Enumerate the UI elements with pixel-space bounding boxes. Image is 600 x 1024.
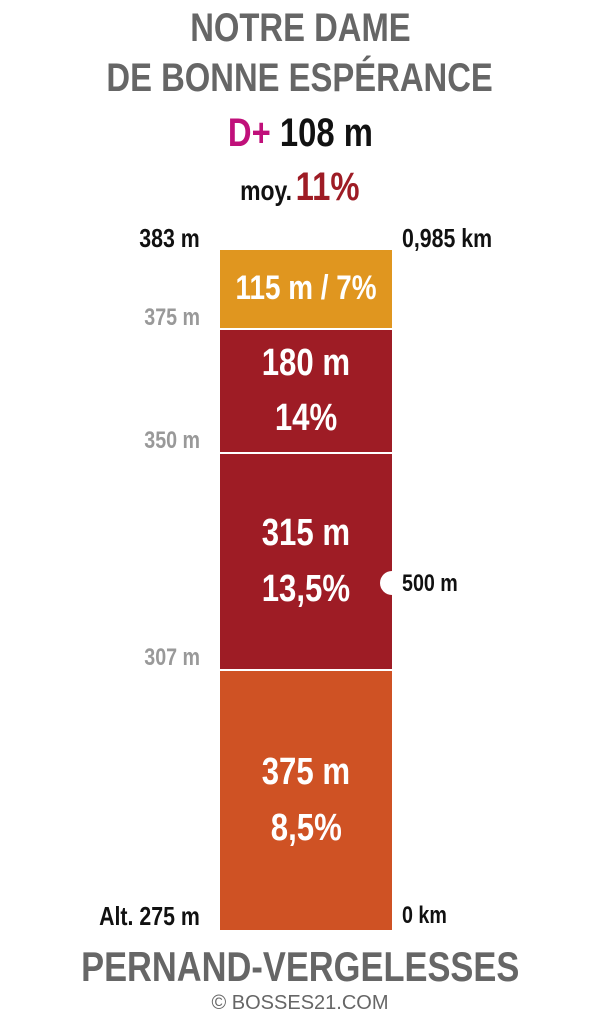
text: Alt. 275 m [99, 901, 200, 931]
marker-notch [380, 571, 404, 595]
bottom-altitude: Alt. 275 m [0, 903, 200, 929]
text: © BOSSES21.COM [211, 992, 389, 1014]
text: 375 m [261, 751, 351, 794]
altitude-label: 350 m [0, 429, 200, 453]
top-distance: 0,985 km [402, 225, 512, 251]
altitude-label: 307 m [0, 646, 200, 670]
bottom-distance: 0 km [402, 904, 457, 928]
gain-label: D+ [227, 111, 271, 155]
text: 315 m [261, 512, 351, 555]
text: 0,985 km [402, 223, 493, 253]
text: 383 m [139, 223, 200, 253]
avg-value: 11% [295, 165, 360, 209]
credit: © BOSSES21.COM [0, 993, 600, 1013]
text: 307 m [144, 644, 200, 671]
avg-label: moy. [240, 175, 293, 206]
text: 350 m [144, 427, 200, 454]
text: PERNAND-VERGELESSES [80, 943, 520, 990]
elevation-gain: D+ 108 m [0, 113, 600, 153]
text: 500 m [402, 570, 458, 597]
text: 180 m [261, 341, 351, 384]
text: 375 m [144, 304, 200, 331]
marker-label: 500 m [402, 572, 470, 596]
segment: 115 m / 7% [220, 250, 392, 328]
text: 14% [274, 397, 338, 439]
text: 115 m / 7% [235, 269, 377, 308]
altitude-label: 375 m [0, 306, 200, 330]
gain-value: 108 m [279, 111, 373, 155]
average-grade: moy. 11% [0, 167, 600, 207]
top-altitude: 383 m [0, 225, 200, 251]
town: PERNAND-VERGELESSES [0, 946, 600, 988]
text: 13,5% [261, 567, 351, 610]
title-line: DE BONNE ESPÉRANCE [0, 58, 600, 98]
title-line: NOTRE DAME [0, 8, 600, 48]
text: 8,5% [270, 806, 342, 849]
text: DE BONNE ESPÉRANCE [106, 56, 494, 100]
text: NOTRE DAME [189, 6, 411, 50]
segment: 180 m 14% [220, 330, 392, 452]
text: 0 km [402, 902, 447, 929]
segment: 315 m 13,5% [220, 454, 392, 669]
segment: 375 m 8,5% [220, 671, 392, 930]
